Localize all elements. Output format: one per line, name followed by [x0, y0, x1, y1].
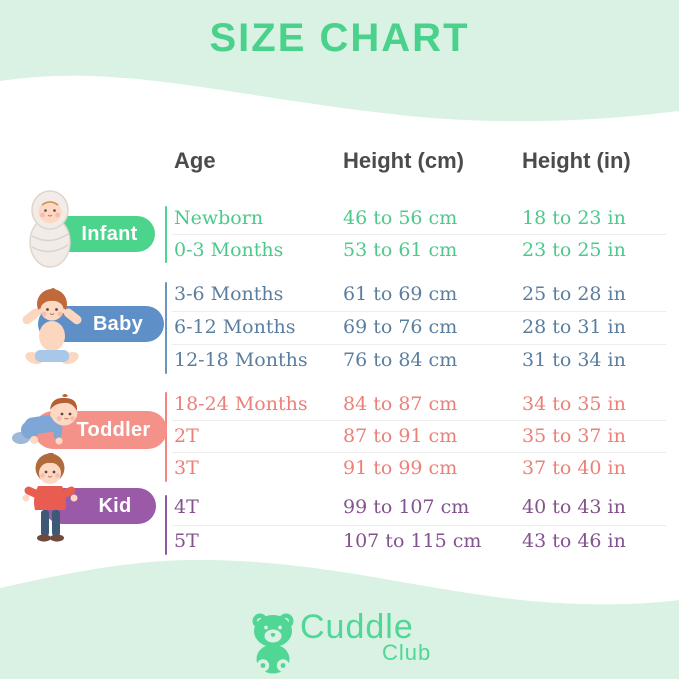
height-in-cell: 23 to 25 in	[522, 239, 626, 261]
row-divider	[172, 525, 666, 526]
header-height-cm: Height (cm)	[343, 148, 464, 173]
row-divider	[172, 344, 666, 345]
height-cm-cell: 84 to 87 cm	[343, 393, 458, 415]
age-cell: 18-24 Months	[174, 393, 308, 415]
bottom-mint-band	[0, 614, 679, 679]
table-row: Newborn 46 to 56 cm 18 to 23 in	[0, 203, 679, 234]
height-in-cell: 35 to 37 in	[522, 425, 626, 447]
brand-subname: Club	[382, 640, 432, 665]
age-cell: 0-3 Months	[174, 239, 284, 261]
height-in-cell: 28 to 31 in	[522, 316, 626, 338]
height-cm-cell: 76 to 84 cm	[343, 349, 458, 371]
age-cell: 6-12 Months	[174, 316, 296, 338]
toddler-group-line	[165, 392, 167, 482]
height-cm-cell: 87 to 91 cm	[343, 425, 458, 447]
table-row: 0-3 Months 53 to 61 cm 23 to 25 in	[0, 235, 679, 266]
height-in-cell: 31 to 34 in	[522, 349, 626, 371]
header-age: Age	[174, 148, 216, 173]
height-in-cell: 43 to 46 in	[522, 530, 626, 552]
height-in-cell: 18 to 23 in	[522, 207, 626, 229]
age-cell: Newborn	[174, 207, 264, 229]
age-cell: 12-18 Months	[174, 349, 308, 371]
baby-label: Baby	[92, 312, 144, 335]
height-cm-cell: 69 to 76 cm	[343, 316, 458, 338]
height-cm-cell: 99 to 107 cm	[343, 496, 470, 518]
row-divider	[172, 420, 666, 421]
table-row: 3T 91 to 99 cm 37 to 40 in	[0, 453, 679, 484]
header-height-in: Height (in)	[522, 148, 631, 173]
height-in-cell: 37 to 40 in	[522, 457, 626, 479]
height-cm-cell: 107 to 115 cm	[343, 530, 482, 552]
height-cm-cell: 53 to 61 cm	[343, 239, 458, 261]
infant-label: Infant	[81, 222, 138, 245]
top-wave-divider	[0, 69, 679, 122]
bottom-wave-divider	[0, 559, 679, 616]
height-cm-cell: 91 to 99 cm	[343, 457, 458, 479]
row-divider	[172, 452, 666, 453]
table-row: 12-18 Months 76 to 84 cm 31 to 34 in	[0, 345, 679, 376]
top-mint-band	[0, 0, 679, 70]
swaddled-infant-icon	[29, 190, 71, 268]
teddy-bear-icon	[252, 613, 294, 674]
age-cell: 2T	[174, 425, 199, 447]
row-divider	[172, 234, 666, 235]
sitting-baby-icon	[22, 288, 82, 365]
crawling-toddler-icon	[12, 394, 78, 445]
height-cm-cell: 46 to 56 cm	[343, 207, 458, 229]
age-cell: 5T	[174, 530, 199, 552]
infant-group-line	[165, 206, 167, 263]
row-divider	[172, 311, 666, 312]
age-cell: 3-6 Months	[174, 283, 284, 305]
height-in-cell: 40 to 43 in	[522, 496, 626, 518]
age-cell: 4T	[174, 496, 199, 518]
height-in-cell: 25 to 28 in	[522, 283, 626, 305]
page-title: SIZE CHART	[209, 16, 470, 60]
age-cell: 3T	[174, 457, 199, 479]
toddler-label: Toddler	[76, 418, 151, 441]
kid-label: Kid	[98, 494, 132, 517]
table-row: 2T 87 to 91 cm 35 to 37 in	[0, 421, 679, 452]
brand-name: Cuddle	[300, 608, 414, 646]
table-row: 6-12 Months 69 to 76 cm 28 to 31 in	[0, 312, 679, 343]
standing-kid-icon	[22, 453, 78, 542]
kid-group-line	[165, 495, 167, 555]
height-cm-cell: 61 to 69 cm	[343, 283, 458, 305]
table-row: 18-24 Months 84 to 87 cm 34 to 35 in	[0, 389, 679, 420]
table-row: 4T 99 to 107 cm 40 to 43 in	[0, 492, 679, 523]
baby-group-line	[165, 282, 167, 374]
table-row: 3-6 Months 61 to 69 cm 25 to 28 in	[0, 279, 679, 310]
table-row: 5T 107 to 115 cm 43 to 46 in	[0, 526, 679, 557]
height-in-cell: 34 to 35 in	[522, 393, 626, 415]
table-header-row: Age Height (cm) Height (in)	[0, 148, 679, 176]
